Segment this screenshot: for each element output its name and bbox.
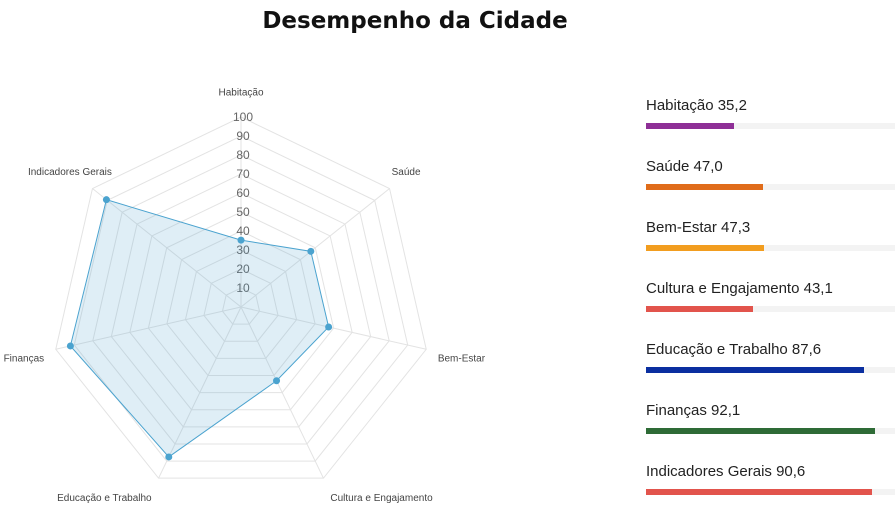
legend-bar-track <box>646 428 895 434</box>
tick-label: 100 <box>233 110 253 124</box>
tick-label: 70 <box>236 167 250 181</box>
grid-spoke <box>158 306 242 479</box>
tick-label: 20 <box>236 262 250 276</box>
legend-bar-track <box>646 367 895 373</box>
grid-ring <box>166 230 316 376</box>
tick-label: 60 <box>236 186 250 200</box>
legend-item: Bem-Estar 47,3 <box>646 218 895 279</box>
grid-spoke <box>240 188 390 308</box>
grid-spoke <box>240 306 427 350</box>
legend-label: Indicadores Gerais 90,6 <box>646 463 806 480</box>
legend-item: Indicadores Gerais 90,6 <box>646 462 895 523</box>
category-label: Educação e Trabalho <box>57 493 152 504</box>
legend-item: Educação e Trabalho 87,6 <box>646 340 895 401</box>
tick-label: 80 <box>236 148 250 162</box>
legend-bar <box>646 489 872 495</box>
legend: Habitação 35,2 Saúde 47,0 Bem-Estar 47,3 Cu… <box>646 96 895 523</box>
legend-bar <box>646 306 754 312</box>
legend-bar <box>646 367 865 373</box>
legend-bar <box>646 428 876 434</box>
category-label: Cultura e Engajamento <box>330 493 433 504</box>
legend-item: Habitação 35,2 <box>646 96 895 157</box>
legend-item: Saúde 47,0 <box>646 157 895 218</box>
grid-ring <box>73 135 409 462</box>
grid-spoke <box>55 306 242 350</box>
data-area <box>69 199 330 458</box>
radar-chart: 10 20 30 40 50 60 70 80 90 100 Habitação Saúde Bem-E… <box>4 88 486 505</box>
grid-ring <box>129 192 353 411</box>
data-point <box>273 377 281 385</box>
chart-title: Desempenho da Cidade <box>262 8 568 34</box>
data-point <box>66 342 74 350</box>
legend-label: Educação e Trabalho 87,6 <box>646 341 822 358</box>
grid-ring <box>92 154 390 445</box>
legend-label: Habitação 35,2 <box>646 97 747 114</box>
legend-label: Bem-Estar 47,3 <box>646 219 751 236</box>
grid-spoke <box>240 306 324 479</box>
grid-ring <box>221 287 261 325</box>
legend-bar-track <box>646 184 895 190</box>
tick-label: 40 <box>236 224 250 238</box>
legend-bar-track <box>646 306 895 312</box>
tick-label: 50 <box>236 205 250 219</box>
category-label: Bem-Estar <box>438 353 486 364</box>
grid-ring <box>203 268 279 342</box>
legend-item: Finanças 92,1 <box>646 401 895 462</box>
legend-bar-track <box>646 489 895 495</box>
legend-bar <box>646 184 764 190</box>
legend-label: Saúde 47,0 <box>646 158 723 175</box>
data-point <box>165 453 173 461</box>
legend-item: Cultura e Engajamento 43,1 <box>646 279 895 340</box>
grid-ring <box>55 116 427 479</box>
grid-ring <box>184 249 298 359</box>
grid-spoke <box>92 188 242 308</box>
legend-bar <box>646 245 764 251</box>
data-point <box>325 323 333 331</box>
legend-bar <box>646 123 734 129</box>
grid-ring <box>110 173 372 428</box>
tick-label: 30 <box>236 243 250 257</box>
category-label: Indicadores Gerais <box>28 167 112 178</box>
legend-bar-track <box>646 123 895 129</box>
tick-label: 10 <box>236 281 250 295</box>
data-point <box>237 236 245 244</box>
tick-label: 90 <box>236 129 250 143</box>
legend-label: Cultura e Engajamento 43,1 <box>646 280 833 297</box>
grid-ring <box>147 211 335 394</box>
legend-bar-track <box>646 245 895 251</box>
data-point <box>102 196 110 204</box>
category-label: Habitação <box>218 88 263 99</box>
data-point <box>307 247 315 255</box>
legend-label: Finanças 92,1 <box>646 402 741 419</box>
category-label: Finanças <box>4 353 45 364</box>
category-label: Saúde <box>392 167 421 178</box>
